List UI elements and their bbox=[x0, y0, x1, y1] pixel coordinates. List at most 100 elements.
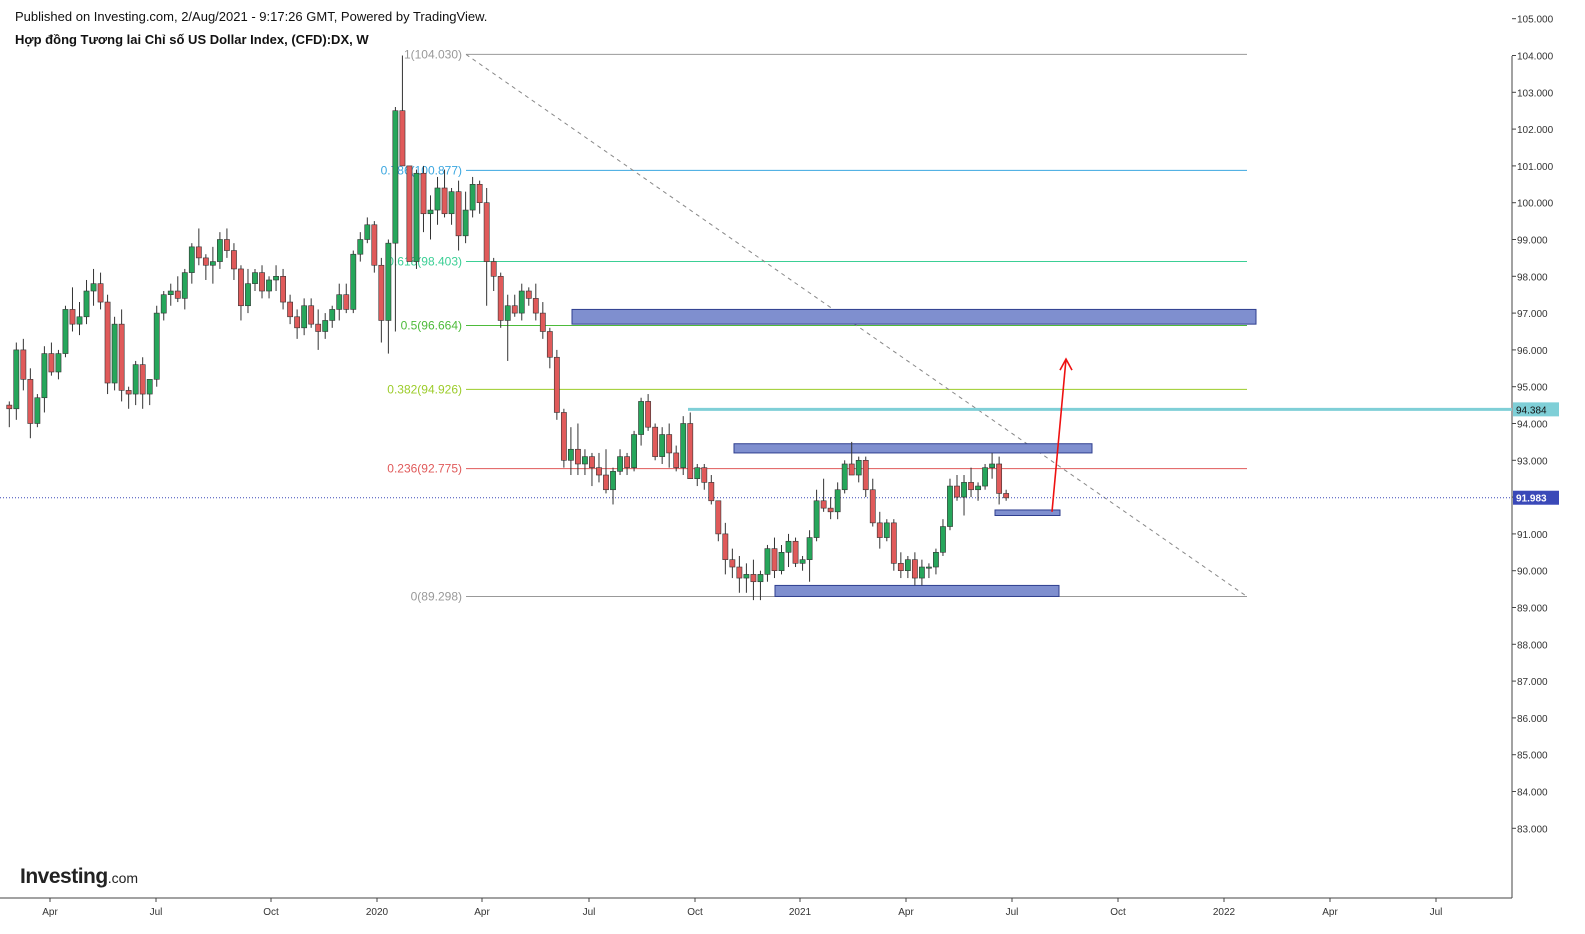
fib-level-label: 0.618(98.403) bbox=[387, 254, 462, 268]
candle-body bbox=[181, 272, 188, 299]
candle-body bbox=[708, 482, 715, 502]
y-tick-label: 95.000 bbox=[1517, 383, 1548, 394]
candle-body bbox=[174, 290, 181, 299]
candle-body bbox=[897, 563, 904, 572]
candle-body bbox=[947, 485, 953, 527]
candle-body bbox=[273, 275, 279, 281]
candle-body bbox=[448, 191, 455, 215]
candle-body bbox=[266, 279, 272, 292]
y-tick-label: 85.000 bbox=[1517, 751, 1548, 762]
candle-body bbox=[55, 353, 62, 373]
candle-body bbox=[41, 353, 48, 399]
candle-body bbox=[680, 423, 687, 468]
y-tick-label: 97.000 bbox=[1517, 309, 1548, 320]
candle-body bbox=[989, 463, 995, 468]
x-tick-label: 2020 bbox=[366, 907, 389, 918]
x-tick-label: 2021 bbox=[789, 907, 812, 918]
candle-body bbox=[567, 448, 574, 461]
candle-body bbox=[420, 172, 427, 215]
candle-body bbox=[259, 272, 265, 292]
y-tick-label: 94.000 bbox=[1517, 420, 1548, 431]
candle-body bbox=[322, 320, 329, 332]
candle-body bbox=[596, 467, 602, 476]
candle-body bbox=[153, 312, 160, 380]
x-tick-label: Jul bbox=[1430, 907, 1443, 918]
candle-body bbox=[413, 172, 420, 262]
candle-body bbox=[371, 224, 378, 266]
candle-body bbox=[617, 456, 623, 472]
candle-body bbox=[862, 459, 869, 491]
candle-body bbox=[245, 283, 251, 307]
candle-body bbox=[406, 165, 413, 262]
candle-body bbox=[301, 305, 308, 329]
candle-body bbox=[539, 312, 546, 332]
candle-body bbox=[757, 574, 764, 583]
candle-body bbox=[918, 566, 925, 579]
candle-body bbox=[357, 239, 364, 255]
x-tick-label: 2022 bbox=[1213, 907, 1236, 918]
x-tick-label: Apr bbox=[898, 907, 914, 918]
candle-body bbox=[659, 434, 666, 457]
candle-body bbox=[83, 290, 90, 318]
candle-body bbox=[666, 434, 673, 454]
candle-body bbox=[968, 482, 974, 491]
candle-body bbox=[139, 364, 146, 395]
candle-body bbox=[392, 110, 399, 244]
candle-body bbox=[224, 239, 230, 251]
candle-body bbox=[76, 316, 83, 325]
candle-body bbox=[525, 290, 532, 299]
candle-body bbox=[869, 489, 876, 524]
candle-body bbox=[996, 463, 1003, 494]
x-tick-label: Oct bbox=[263, 907, 279, 918]
y-tick-label: 86.000 bbox=[1517, 714, 1548, 725]
candle-body bbox=[883, 522, 890, 538]
candle-body bbox=[497, 275, 504, 321]
y-tick-label: 101.000 bbox=[1517, 162, 1554, 173]
candle-body bbox=[855, 459, 862, 476]
fib-level-label: 0.786(100.877) bbox=[381, 163, 462, 177]
candle-body bbox=[231, 250, 237, 270]
candle-body bbox=[876, 522, 883, 538]
candle-body bbox=[799, 559, 806, 564]
y-tick-label: 102.000 bbox=[1517, 125, 1554, 136]
candle-body bbox=[631, 434, 637, 468]
y-tick-label: 91.000 bbox=[1517, 530, 1548, 541]
candle-body bbox=[933, 551, 939, 568]
candle-body bbox=[673, 452, 680, 468]
candle-body bbox=[252, 272, 258, 284]
candle-body bbox=[209, 261, 216, 266]
candle-body bbox=[27, 379, 34, 424]
projection-arrow-head bbox=[1059, 357, 1073, 371]
candle-body bbox=[90, 283, 97, 292]
y-tick-label: 87.000 bbox=[1517, 677, 1548, 688]
candle-body bbox=[455, 191, 462, 237]
candle-body bbox=[511, 305, 518, 314]
candle-body bbox=[69, 309, 76, 325]
candle-body bbox=[904, 559, 911, 571]
candle-body bbox=[343, 294, 350, 310]
candle-body bbox=[603, 474, 609, 491]
current-price-label: 91.983 bbox=[1516, 494, 1547, 505]
candle-body bbox=[582, 456, 588, 465]
candle-body bbox=[476, 184, 483, 204]
candle-body bbox=[399, 110, 406, 167]
candle-body bbox=[483, 202, 490, 262]
candle-body bbox=[62, 309, 69, 354]
investing-logo[interactable]: Investing.com bbox=[20, 865, 139, 888]
candle-body bbox=[118, 323, 125, 391]
level-price-badge bbox=[1513, 402, 1559, 417]
candle-body bbox=[48, 353, 55, 373]
y-tick-label: 89.000 bbox=[1517, 604, 1548, 615]
candle-body bbox=[792, 540, 799, 564]
candle-body bbox=[729, 559, 736, 568]
current-price-badge bbox=[1513, 490, 1559, 505]
candle-body bbox=[280, 275, 286, 303]
fib-level-label: 0.5(96.664) bbox=[401, 318, 462, 332]
candle-body bbox=[652, 426, 659, 457]
candle-body bbox=[217, 239, 223, 262]
x-tick-label: Jul bbox=[150, 907, 163, 918]
candle-body bbox=[504, 305, 511, 321]
support-resistance-zone bbox=[994, 509, 1061, 517]
candle-body bbox=[701, 467, 708, 483]
